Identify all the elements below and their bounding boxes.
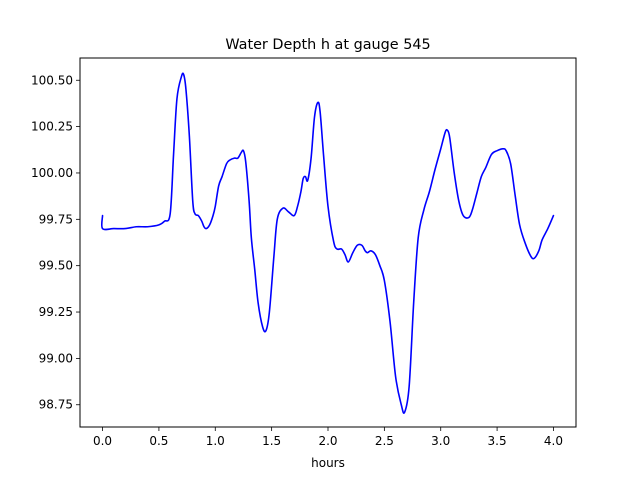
x-tick-label: 3.5: [488, 434, 507, 448]
y-tick-label: 100.00: [31, 166, 73, 180]
y-tick-label: 99.25: [39, 305, 73, 319]
y-axis: 98.75 99.00 99.25 99.50 99.75 100.00 100.25 100…: [31, 73, 80, 412]
y-tick-label: 98.75: [39, 398, 73, 412]
x-axis-label: hours: [311, 456, 345, 470]
y-tick-label: 99.75: [39, 212, 73, 226]
x-tick-label: 0.5: [149, 434, 168, 448]
y-tick-label: 100.25: [31, 120, 73, 134]
x-tick-label: 2.0: [318, 434, 337, 448]
y-tick-label: 99.00: [39, 351, 73, 365]
x-tick-label: 0.0: [93, 434, 112, 448]
series-line: [100, 72, 555, 414]
y-tick-label: 99.50: [39, 259, 73, 273]
y-tick-label: 100.50: [31, 73, 73, 87]
x-tick-label: 2.5: [375, 434, 394, 448]
x-tick-label: 3.0: [431, 434, 450, 448]
x-tick-label: 1.5: [262, 434, 281, 448]
x-tick-label: 1.0: [206, 434, 225, 448]
chart-title: Water Depth h at gauge 545: [225, 37, 430, 53]
x-tick-label: 4.0: [544, 434, 563, 448]
x-axis: 0.0 0.5 1.0 1.5 2.0 2.5 3.0 3.5 4.0: [93, 427, 563, 448]
